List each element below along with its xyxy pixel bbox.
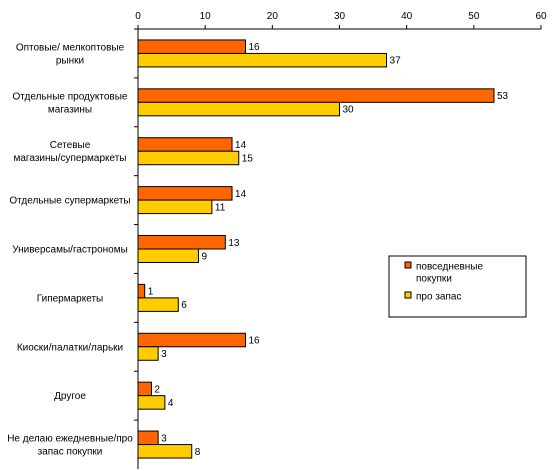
data-label: 11 xyxy=(215,202,226,213)
data-label: 30 xyxy=(343,105,355,116)
legend-box xyxy=(388,255,527,318)
category-label: запас покупки xyxy=(38,447,103,458)
data-label: 4 xyxy=(168,398,174,409)
x-tick-label: 60 xyxy=(535,11,547,22)
x-tick-label: 20 xyxy=(267,11,279,22)
category-label: Не делаю ежедневные/про xyxy=(7,434,133,445)
legend-label: покупки xyxy=(416,274,452,285)
bar xyxy=(137,283,146,299)
bar xyxy=(137,150,240,166)
legend-label: про запас xyxy=(416,292,461,303)
x-tick-label: 0 xyxy=(135,11,141,22)
legend-swatch xyxy=(404,291,412,299)
data-label: 9 xyxy=(201,251,207,262)
category-label: Отдельные супермаркеты xyxy=(9,196,130,207)
data-label: 14 xyxy=(235,140,247,151)
category-label: Киоски/палатки/ларьки xyxy=(17,342,123,353)
data-label: 3 xyxy=(161,433,167,444)
bar xyxy=(137,297,179,312)
category-label: Отдельные продуктовые xyxy=(13,91,128,102)
x-tick-label: 30 xyxy=(334,11,346,22)
category-labels: Оптовые/ мелкоптовые рынки Отдельные проду… xyxy=(7,28,138,458)
category-label: Универсамы/гастрономы xyxy=(12,245,128,256)
category-label: Другое xyxy=(54,391,86,402)
data-label: 14 xyxy=(235,189,247,200)
category-label: магазины/супермаркеты xyxy=(14,153,127,164)
bar xyxy=(137,444,193,459)
x-tick-label: 40 xyxy=(401,11,413,22)
legend-label: повседневные xyxy=(416,262,483,273)
category-label: Сетевые xyxy=(50,140,91,151)
data-label: 53 xyxy=(497,91,509,102)
bar xyxy=(137,235,226,250)
data-label: 37 xyxy=(390,56,402,67)
bar xyxy=(137,101,340,117)
bar xyxy=(137,137,233,152)
data-label: 8 xyxy=(195,447,201,458)
legend-swatch xyxy=(404,261,412,269)
data-label: 2 xyxy=(154,384,160,395)
x-tick-label: 50 xyxy=(468,11,480,22)
bar xyxy=(137,430,159,446)
bar xyxy=(137,395,166,410)
bar xyxy=(137,381,152,397)
bar xyxy=(137,332,246,348)
data-label: 13 xyxy=(228,238,240,249)
category-label: рынки xyxy=(56,55,84,66)
data-label: 6 xyxy=(181,300,187,311)
bar xyxy=(137,52,388,68)
bar xyxy=(137,346,159,361)
bar xyxy=(137,248,199,263)
bar xyxy=(137,39,246,54)
bar xyxy=(137,186,233,201)
bar xyxy=(137,199,213,215)
category-label: магазины xyxy=(48,104,92,115)
data-label: 1 xyxy=(148,287,154,298)
x-tick-label: 10 xyxy=(200,11,212,22)
bar xyxy=(137,88,495,103)
data-label: 16 xyxy=(248,336,260,347)
category-label: Гипермаркеты xyxy=(37,293,103,304)
category-label: Оптовые/ мелкоптовые xyxy=(16,42,125,53)
data-label: 16 xyxy=(248,42,260,53)
data-label: 3 xyxy=(161,349,167,360)
data-label: 15 xyxy=(242,153,254,164)
